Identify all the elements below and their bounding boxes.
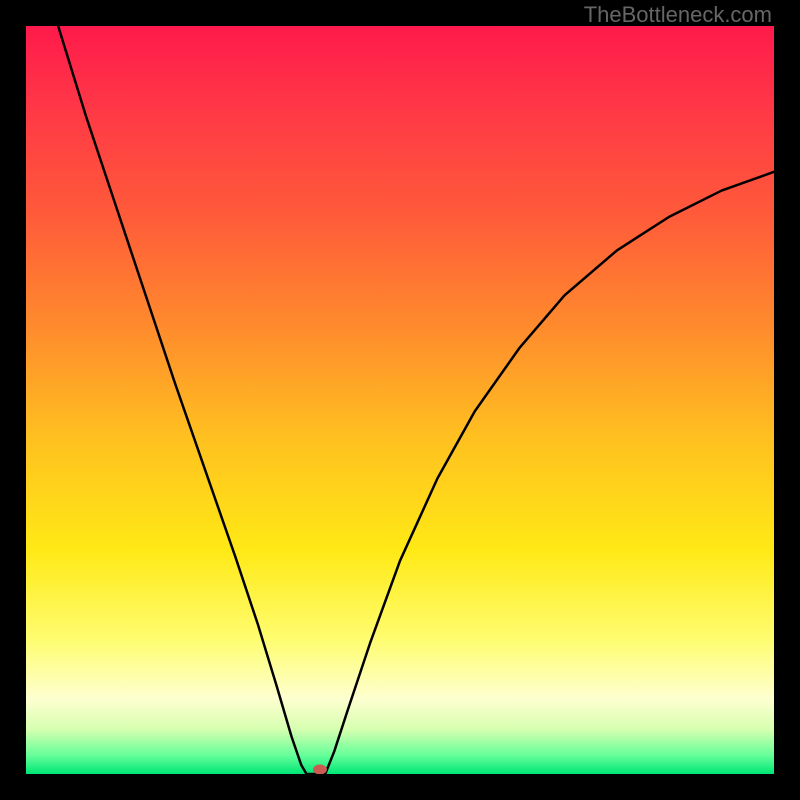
chart-frame: TheBottleneck.com <box>0 0 800 800</box>
curve-path <box>58 26 774 774</box>
watermark-text: TheBottleneck.com <box>584 2 772 28</box>
bottleneck-curve <box>26 26 774 774</box>
minimum-marker <box>313 765 327 774</box>
plot-area <box>26 26 774 774</box>
